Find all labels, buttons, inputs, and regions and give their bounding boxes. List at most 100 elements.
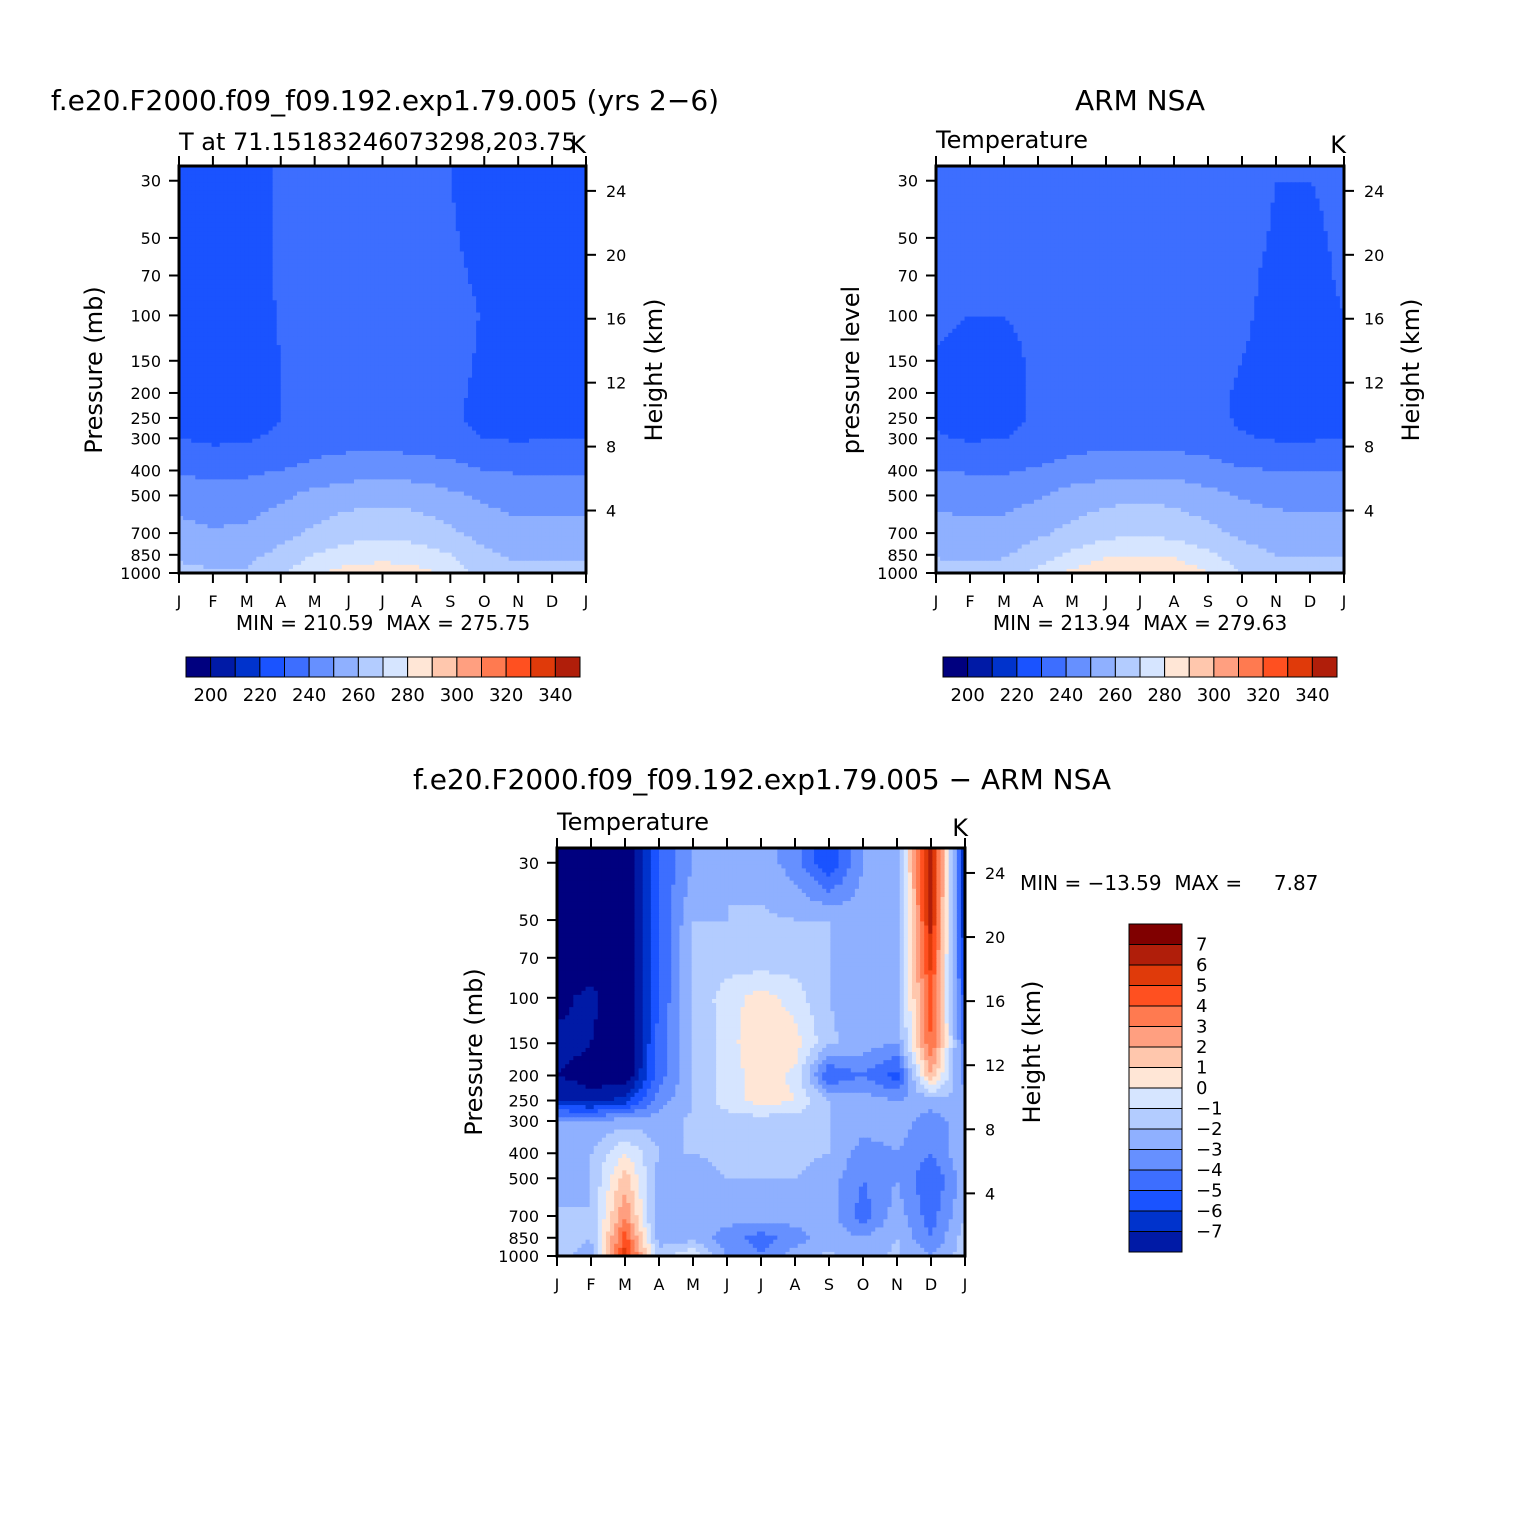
heatmap-cell [573,198,579,204]
heatmap-cell [459,206,465,212]
heatmap-cell [309,341,314,346]
heatmap-cell [569,182,575,187]
heatmap-cell [195,304,200,310]
heatmap-cell [325,316,331,322]
heatmap-cell [500,210,506,216]
heatmap-cell [362,365,367,371]
heatmap-cell [443,178,449,183]
heatmap-cell [378,194,384,200]
heatmap-cell [280,341,286,346]
heatmap-cell [512,312,518,318]
heatmap-cell [565,259,571,265]
heatmap-cell [337,312,343,318]
heatmap-cell [508,231,514,236]
heatmap-cell [268,235,274,240]
heatmap-cell [390,194,396,200]
heatmap-cell [488,182,493,187]
heatmap-cell [227,243,233,248]
heatmap-cell [390,357,396,362]
heatmap-cell [378,284,384,289]
heatmap-cell [402,243,408,248]
heatmap-cell [533,353,538,358]
heatmap-cell [349,210,355,216]
heatmap-cell [284,227,290,232]
heatmap-cell [435,328,441,334]
heatmap-cell [215,300,221,305]
heatmap-cell [398,206,404,212]
heatmap-cell [207,247,213,253]
heatmap-cell [529,263,534,269]
heatmap-cell [215,214,221,220]
heatmap-cell [410,182,416,187]
heatmap-cell [354,251,359,257]
heatmap-cell [345,271,351,277]
heatmap-cell [195,206,200,212]
heatmap-cell [581,255,586,261]
heatmap-cell [378,308,384,314]
heatmap-cell [256,308,261,314]
heatmap-cell [183,296,188,301]
heatmap-cell [447,186,453,192]
heatmap-cell [333,275,339,281]
heatmap-cell [276,178,282,183]
heatmap-cell [500,206,506,212]
heatmap-cell [199,361,205,367]
heatmap-cell [268,267,274,273]
heatmap-cell [504,341,510,346]
heatmap-cell [516,222,522,228]
heatmap-cell [431,259,437,265]
heatmap-cell [427,218,432,224]
heatmap-cell [248,328,253,334]
heatmap-cell [231,243,237,248]
heatmap-cell [264,345,270,350]
heatmap-cell [516,174,522,179]
heatmap-cell [309,202,314,208]
heatmap-cell [439,263,445,269]
heatmap-cell [492,328,498,334]
heatmap-cell [541,308,546,314]
heatmap-cell [191,312,196,318]
heatmap-cell [386,194,392,200]
heatmap-cell [529,279,534,285]
heatmap-cell [533,239,538,244]
panel-model-subtitle: T at 71.15183246073298,203.75 [178,128,577,156]
heatmap-cell [476,267,481,273]
heatmap-cell [443,174,449,179]
heatmap-cell [325,186,331,192]
heatmap-cell [553,174,559,179]
heatmap-cell [272,349,278,354]
heatmap-cell [529,178,534,183]
heatmap-cell [496,345,502,350]
heatmap-cell [227,202,233,208]
heatmap-cell [545,255,550,261]
heatmap-cell [533,296,538,301]
heatmap-cell [455,324,461,330]
heatmap-cell [533,332,538,338]
heatmap-cell [378,182,384,187]
heatmap-cell [280,316,286,322]
heatmap-cell [191,275,196,281]
heatmap-cell [423,328,428,334]
heatmap-cell [415,271,420,277]
heatmap-cell [284,288,290,293]
heatmap-cell [524,304,530,310]
heatmap-cell [529,361,534,367]
heatmap-cell [561,218,567,224]
heatmap-cell [402,349,408,354]
heatmap-cell [317,304,323,310]
heatmap-cell [545,222,550,228]
heatmap-cell [321,304,327,310]
heatmap-cell [447,206,453,212]
heatmap-cell [219,284,225,289]
heatmap-cell [191,259,196,265]
heatmap-cell [248,186,253,192]
heatmap-cell [435,365,441,371]
heatmap-cell [524,328,530,334]
heatmap-cell [337,361,343,367]
heatmap-cell [423,304,428,310]
heatmap-cell [427,174,432,179]
heatmap-cell [427,320,432,326]
heatmap-cell [297,357,302,362]
heatmap-cell [211,296,217,301]
heatmap-cell [467,324,473,330]
